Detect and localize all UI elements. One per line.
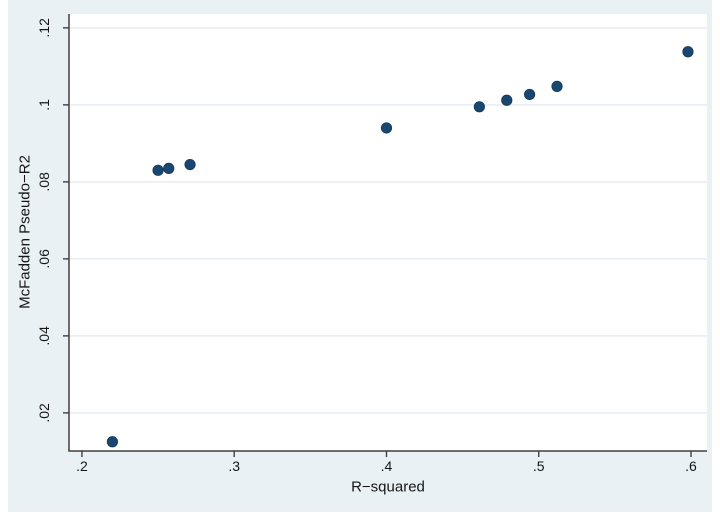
x-axis-title: R−squared <box>351 479 425 496</box>
data-point <box>152 164 164 176</box>
data-point <box>501 94 513 106</box>
data-point <box>551 80 563 92</box>
data-point <box>163 162 175 174</box>
x-tick-label: .5 <box>533 458 545 474</box>
gridlines <box>70 27 707 414</box>
data-points <box>106 46 694 448</box>
data-point <box>184 158 196 171</box>
y-tick-label: .02 <box>36 403 52 423</box>
data-point <box>524 88 536 101</box>
y-axis-title: McFadden Pseudo−R2 <box>17 155 34 309</box>
y-tick-label: .12 <box>36 18 52 38</box>
y-tick-label: .08 <box>36 172 52 192</box>
tick-marks <box>63 27 692 457</box>
x-tick-label: .2 <box>76 458 88 474</box>
tick-labels: .02 .04 .06 .08 .1 .12 .2 .3 .4 .5 .6 <box>36 18 697 474</box>
y-tick-label: .1 <box>36 99 52 111</box>
data-point <box>380 122 393 134</box>
data-point <box>473 101 485 113</box>
x-tick-label: .3 <box>228 458 240 474</box>
x-tick-label: .4 <box>381 458 393 474</box>
y-tick-label: .04 <box>36 326 52 346</box>
axes <box>68 14 707 452</box>
y-tick-label: .06 <box>36 249 52 269</box>
x-tick-label: .6 <box>685 458 697 474</box>
data-point <box>106 436 118 448</box>
data-point <box>682 46 694 58</box>
plot-area <box>69 14 707 451</box>
